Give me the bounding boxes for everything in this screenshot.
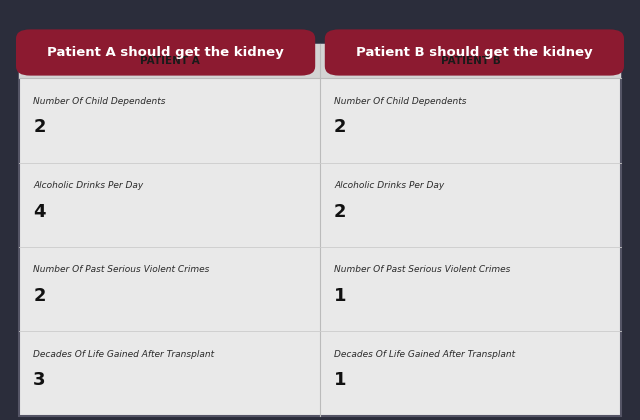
Text: Number Of Past Serious Violent Crimes: Number Of Past Serious Violent Crimes: [33, 265, 210, 274]
FancyBboxPatch shape: [16, 29, 315, 76]
Text: PATIENT B: PATIENT B: [440, 56, 500, 66]
Text: 2: 2: [334, 118, 347, 136]
Text: Decades Of Life Gained After Transplant: Decades Of Life Gained After Transplant: [33, 350, 214, 359]
Text: Number Of Child Dependents: Number Of Child Dependents: [33, 97, 166, 105]
Text: Decades Of Life Gained After Transplant: Decades Of Life Gained After Transplant: [334, 350, 515, 359]
Text: Number Of Child Dependents: Number Of Child Dependents: [334, 97, 467, 105]
Text: 2: 2: [334, 202, 347, 220]
Text: Alcoholic Drinks Per Day: Alcoholic Drinks Per Day: [334, 181, 444, 190]
Text: Alcoholic Drinks Per Day: Alcoholic Drinks Per Day: [33, 181, 143, 190]
Text: 2: 2: [33, 287, 46, 305]
Text: 1: 1: [334, 371, 347, 389]
Text: 1: 1: [334, 287, 347, 305]
FancyBboxPatch shape: [19, 44, 621, 416]
Text: Patient A should get the kidney: Patient A should get the kidney: [47, 46, 284, 59]
FancyBboxPatch shape: [324, 29, 624, 76]
Text: 3: 3: [33, 371, 46, 389]
Text: Patient B should get the kidney: Patient B should get the kidney: [356, 46, 593, 59]
Text: Number Of Past Serious Violent Crimes: Number Of Past Serious Violent Crimes: [334, 265, 511, 274]
Text: 2: 2: [33, 118, 46, 136]
Text: PATIENT A: PATIENT A: [140, 56, 200, 66]
Bar: [19, 44, 621, 78]
Text: 4: 4: [33, 202, 46, 220]
